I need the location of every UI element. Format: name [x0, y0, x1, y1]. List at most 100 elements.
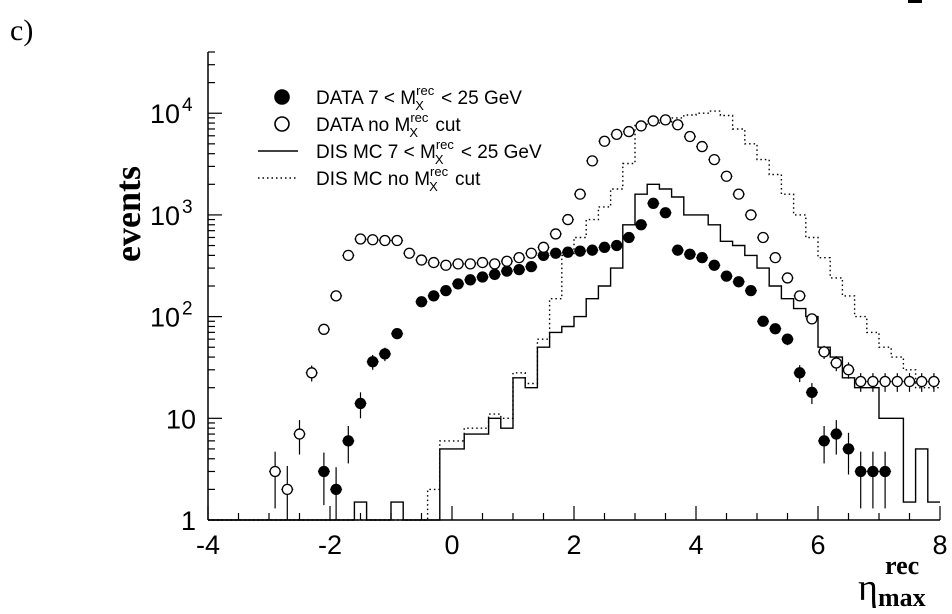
data-point — [269, 465, 281, 478]
data-point — [330, 483, 342, 496]
data-point — [464, 274, 476, 286]
data-point — [452, 258, 464, 270]
dis-mc-histogram — [208, 183, 940, 521]
data-point — [659, 207, 672, 219]
data-point — [428, 256, 440, 269]
x-axis-label: η rec max — [858, 551, 926, 612]
data-point — [647, 197, 659, 209]
x-tick-label: 8 — [932, 530, 947, 560]
data-point — [379, 234, 391, 247]
legend-item: DIS MC 7 < Mrec X < 25 GeV — [258, 137, 542, 167]
data-point — [342, 435, 354, 447]
data-point — [623, 231, 635, 244]
y-tick-label: 10 — [150, 201, 180, 231]
data-point — [550, 247, 562, 259]
data-point — [598, 241, 611, 253]
data-point — [489, 268, 501, 281]
corner-mark — [908, 0, 922, 3]
data-point — [806, 386, 818, 398]
data-point — [842, 443, 855, 455]
data-point — [855, 375, 867, 388]
data-point — [684, 130, 696, 143]
y-tick-label: 1 — [181, 506, 196, 536]
x-tick-label: 2 — [566, 530, 581, 560]
data-point — [672, 119, 684, 131]
data-point — [574, 245, 586, 257]
data-point — [440, 285, 452, 297]
data-point — [903, 375, 916, 388]
data-point — [745, 285, 757, 297]
legend-label: DIS MC 7 < Mrec X < 25 GeV — [316, 137, 542, 167]
data-point — [367, 234, 379, 246]
data-point — [537, 241, 550, 253]
legend-label: DIS MC no Mrec X cut — [316, 164, 481, 194]
data-point — [684, 248, 696, 260]
data-point — [769, 323, 781, 335]
data-point — [830, 428, 842, 440]
data-point — [842, 364, 855, 376]
y-tick-exponent: 4 — [182, 95, 193, 116]
data-point — [281, 483, 293, 496]
data-point — [696, 140, 708, 153]
panel-label: c) — [10, 14, 34, 47]
legend-label: DATA 7 < Mrec X < 25 GeV — [316, 83, 522, 113]
data-point — [318, 323, 330, 335]
data-point — [513, 252, 525, 264]
y-tick-label: 10 — [150, 99, 180, 129]
data-point — [635, 219, 647, 231]
data-point — [720, 270, 733, 282]
data-point — [586, 155, 598, 167]
data-point — [464, 258, 476, 270]
data-no-cut-series — [269, 114, 940, 520]
data-point — [452, 278, 464, 290]
data-point — [806, 313, 818, 325]
data-point — [501, 265, 513, 277]
legend-marker — [274, 116, 290, 132]
data-point — [391, 234, 403, 247]
data-cut-series — [317, 197, 892, 520]
data-point — [696, 252, 708, 264]
data-point — [501, 255, 513, 267]
data-point — [879, 375, 891, 388]
data-point — [525, 260, 537, 273]
data-point — [867, 375, 879, 388]
data-point — [830, 357, 842, 369]
data-point — [720, 170, 733, 182]
data-point — [403, 247, 415, 259]
x-tick-label: -4 — [196, 530, 220, 560]
data-point — [562, 246, 574, 258]
data-point — [733, 276, 745, 288]
legend-marker — [274, 89, 290, 105]
data-point — [415, 296, 428, 308]
y-tick-label: 10 — [150, 303, 180, 333]
y-tick-exponent: 2 — [182, 299, 193, 320]
data-point — [574, 188, 586, 200]
legend-item: DATA no Mrec X cut — [274, 110, 461, 140]
data-point — [781, 333, 794, 345]
data-point — [794, 367, 806, 379]
data-point — [293, 428, 306, 440]
data-point — [513, 263, 525, 276]
y-tick-label: 10 — [166, 404, 196, 434]
data-point — [659, 114, 672, 126]
data-point — [708, 153, 720, 166]
data-point — [354, 397, 367, 410]
data-point — [391, 327, 403, 340]
data-point — [733, 188, 745, 200]
data-point — [672, 244, 684, 256]
data-point — [635, 120, 647, 132]
data-point — [891, 375, 903, 388]
x-axis-label-sup: rec — [885, 551, 919, 580]
y-axis-label: events — [108, 166, 148, 262]
x-axis-label-main: η — [858, 567, 878, 609]
x-tick-label: -2 — [318, 530, 342, 560]
data-point — [367, 356, 379, 368]
data-point — [794, 290, 806, 302]
data-point — [757, 315, 769, 327]
legend-item: DATA 7 < Mrec X < 25 GeV — [274, 83, 522, 113]
data-point — [867, 465, 879, 478]
x-tick-label: 4 — [688, 530, 703, 560]
data-point — [745, 209, 757, 221]
data-point — [440, 259, 452, 271]
